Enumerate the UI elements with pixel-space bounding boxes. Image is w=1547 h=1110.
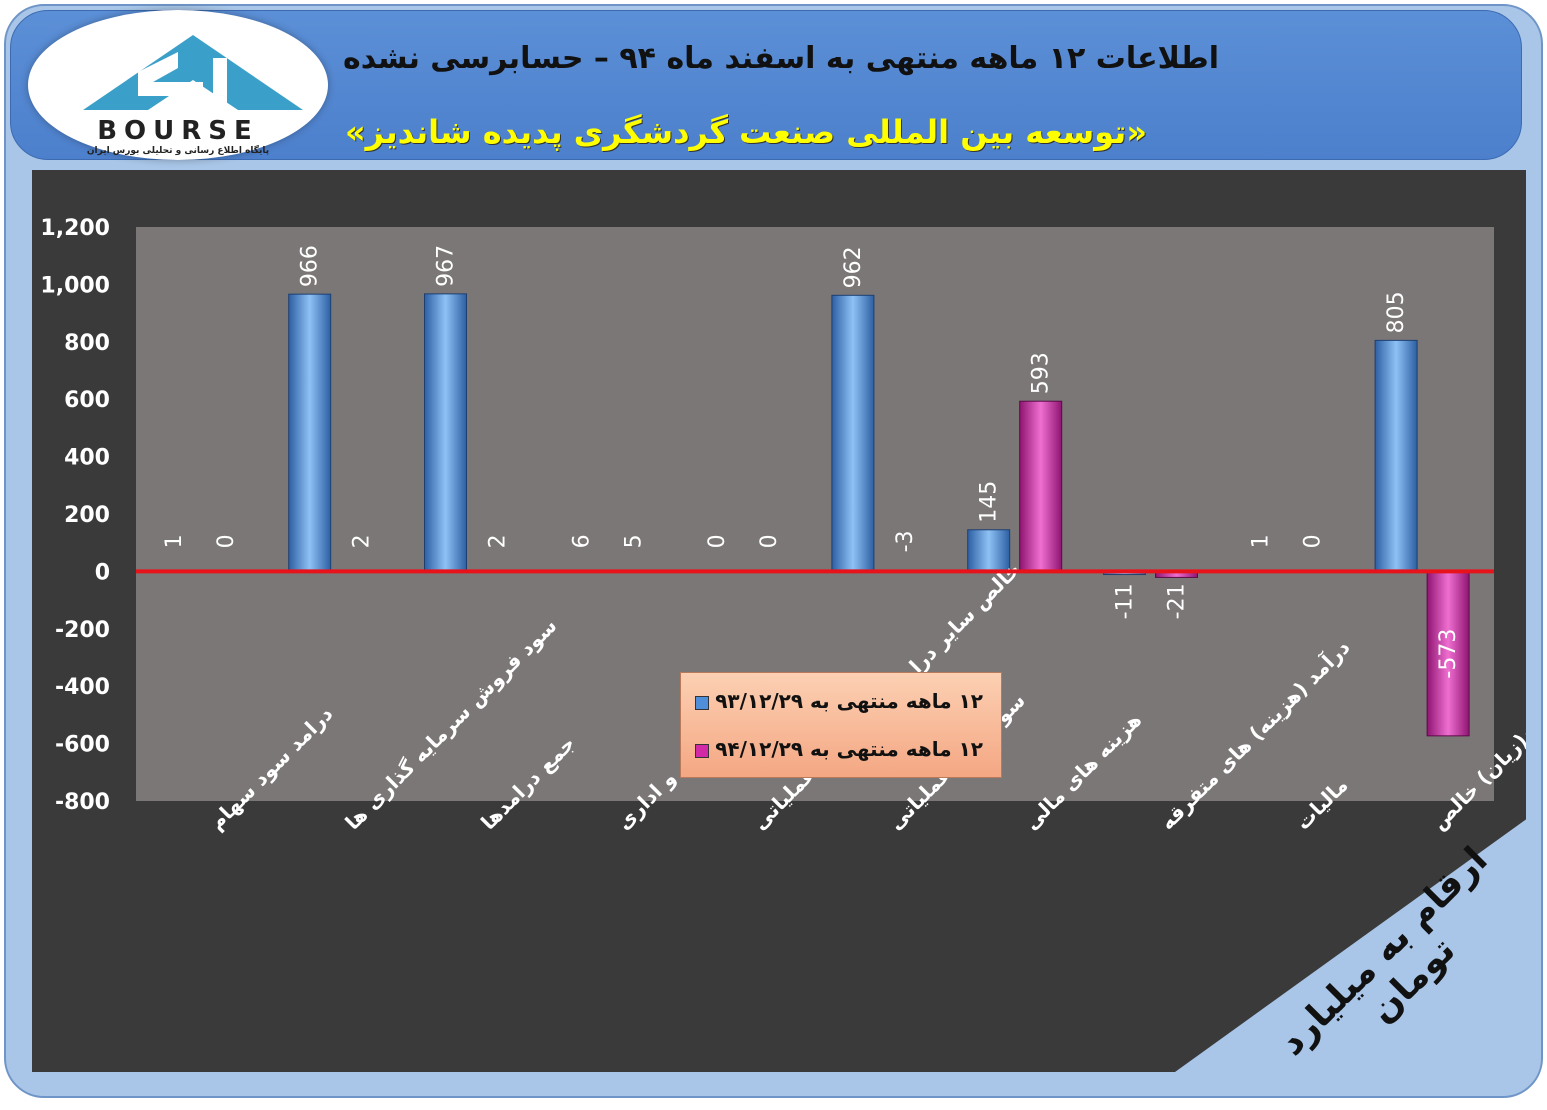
bar-series-1 (967, 529, 1011, 572)
company-name: «توسعه بین المللی صنعت گردشگری پدیده شان… (345, 113, 1147, 151)
logo-tagline: پایگاه اطلاع رسانی و تحلیلی بورس ایران (86, 146, 270, 156)
data-label: -573 (1436, 629, 1461, 679)
bar-series-2 (1019, 400, 1063, 572)
data-label: 0 (214, 534, 239, 548)
y-tick-label: -200 (55, 618, 110, 643)
bourse-logo: BOURSE پایگاه اطلاع رسانی و تحلیلی بورس … (28, 10, 328, 160)
logo-mark-icon (83, 35, 303, 110)
data-label: 967 (434, 245, 459, 287)
data-label: 1 (162, 534, 187, 548)
data-label: 0 (757, 534, 782, 548)
data-label: 1 (1248, 534, 1273, 548)
y-tick-label: 400 (64, 446, 110, 471)
data-label: 2 (350, 534, 375, 548)
legend-item-series-1: ۱۲ ماهه منتهی به ۹۳/۱۲/۲۹ (695, 689, 983, 719)
legend-swatch-icon (695, 743, 710, 758)
bar-series-1 (1374, 339, 1418, 572)
y-tick-label: -400 (55, 675, 110, 700)
data-label: 962 (841, 246, 866, 288)
data-label: 0 (1300, 534, 1325, 548)
bar-chart: -800-600-400-20002004006008001,0001,200 … (40, 216, 1526, 835)
data-label: -11 (1113, 583, 1138, 619)
y-tick-label: 200 (64, 503, 110, 528)
bar-series-1 (288, 293, 332, 572)
page-title: اطلاعات ۱۲ ماهه منتهی به اسفند ماه ۹۴ – … (343, 41, 1219, 76)
legend-label-series-2: ۱۲ ماهه منتهی به ۹۴/۱۲/۲۹ (715, 737, 983, 761)
legend-item-series-2: ۱۲ ماهه منتهی به ۹۴/۱۲/۲۹ (695, 737, 983, 767)
logo-wordmark: BOURSE (97, 116, 259, 146)
y-tick-label: -600 (55, 733, 110, 758)
data-label: 966 (298, 245, 323, 287)
chart-legend: ۱۲ ماهه منتهی به ۹۳/۱۲/۲۹ ۱۲ ماهه منتهی … (680, 672, 1002, 778)
data-label: 593 (1029, 352, 1054, 394)
bar-series-1 (424, 293, 467, 572)
data-label: 2 (486, 534, 511, 548)
bars: 1 966 967 6 0 962 145 -11 1 805 0 2 2 5 0 -3 593 -21 0 -573 (162, 245, 1470, 737)
data-label: 805 (1384, 291, 1409, 333)
data-label: 0 (705, 534, 730, 548)
data-label: 145 (977, 481, 1002, 523)
bar-series-1 (831, 294, 875, 572)
legend-label-series-1: ۱۲ ماهه منتهی به ۹۳/۱۲/۲۹ (715, 689, 983, 713)
y-tick-label: 0 (95, 560, 110, 585)
data-label: 5 (621, 534, 646, 548)
bar-series-2 (1426, 570, 1470, 737)
data-label: -21 (1165, 583, 1190, 619)
y-tick-label: 1,000 (40, 273, 110, 298)
y-tick-label: 1,200 (40, 216, 110, 241)
y-tick-label: 600 (64, 388, 110, 413)
y-axis: -800 -600 -400 -200 0 200 400 600 800 1,000 1,200 (40, 216, 110, 815)
y-tick-label: 800 (64, 331, 110, 356)
y-tick-label: -800 (55, 790, 110, 815)
legend-swatch-icon (695, 695, 710, 710)
data-label: -3 (893, 530, 918, 552)
data-label: 6 (569, 534, 594, 548)
